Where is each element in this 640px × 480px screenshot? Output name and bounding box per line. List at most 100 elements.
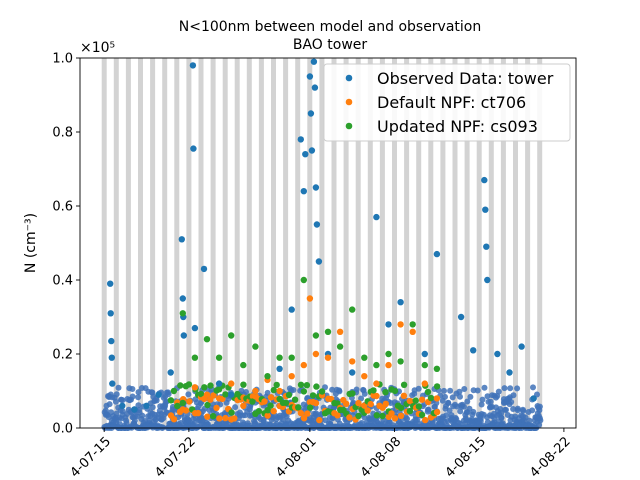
night-band: [513, 58, 518, 428]
observed-point: [119, 397, 126, 404]
updated-npf-point: [297, 381, 305, 388]
observed-point: [189, 62, 197, 69]
observed-point: [300, 188, 307, 195]
observed-point: [131, 417, 138, 424]
night-band: [283, 58, 289, 428]
observed-point: [311, 84, 319, 91]
updated-npf-point: [424, 388, 432, 396]
observed-point: [264, 389, 271, 396]
observed-point: [526, 417, 533, 424]
observed-point: [447, 387, 454, 394]
updated-npf-point: [204, 401, 211, 409]
observed-point: [479, 396, 486, 403]
default-npf-point: [228, 380, 235, 387]
default-npf-point: [355, 399, 362, 407]
y-tick-label: 0.0: [52, 422, 73, 437]
updated-npf-point: [412, 397, 419, 404]
updated-npf-point: [291, 396, 299, 403]
updated-npf-point: [249, 398, 256, 405]
updated-npf-point: [209, 412, 217, 420]
observed-point: [446, 407, 453, 414]
updated-npf-point: [373, 361, 380, 369]
default-npf-point: [349, 358, 356, 365]
y-tick-label: 0.8: [52, 126, 73, 141]
updated-npf-point: [285, 391, 293, 399]
legend-label-observed: Observed Data: tower: [377, 69, 554, 88]
night-band: [150, 58, 156, 428]
default-npf-point: [336, 328, 344, 335]
legend-label-updated: Updated NPF: cs093: [377, 117, 538, 136]
observed-point: [506, 369, 513, 376]
default-npf-point: [300, 415, 308, 422]
observed-point: [200, 265, 208, 273]
observed-point: [129, 386, 136, 392]
night-band: [174, 58, 180, 428]
updated-npf-point: [201, 384, 208, 391]
updated-npf-point: [433, 383, 441, 390]
night-band: [295, 58, 301, 428]
default-npf-point: [240, 402, 247, 409]
updated-npf-point: [382, 389, 389, 396]
default-npf-point: [215, 395, 223, 402]
default-npf-point: [170, 416, 178, 423]
updated-npf-point: [300, 388, 308, 395]
observed-point: [107, 310, 114, 317]
observed-point: [215, 380, 223, 387]
observed-point: [155, 391, 162, 398]
default-npf-point: [334, 412, 341, 419]
series-layer: [107, 58, 537, 413]
default-npf-point: [409, 328, 416, 335]
chart-title-line1: N<100nm between model and observation: [179, 19, 482, 35]
updated-npf-point: [282, 399, 290, 406]
default-npf-point: [261, 398, 268, 405]
updated-npf-point: [415, 403, 423, 410]
default-npf-point: [316, 416, 323, 424]
observed-point: [441, 387, 447, 394]
observed-point: [519, 406, 526, 413]
updated-npf-point: [324, 328, 332, 335]
observed-point: [456, 388, 463, 395]
observed-point: [498, 414, 505, 421]
night-band: [537, 58, 543, 428]
observed-point: [508, 399, 515, 405]
default-npf-point: [252, 387, 259, 395]
night-band: [113, 58, 119, 428]
updated-npf-point: [433, 365, 441, 372]
observed-point: [153, 397, 160, 404]
default-npf-point: [179, 406, 186, 413]
night-band: [404, 58, 410, 428]
observed-point: [135, 402, 142, 409]
observed-point: [306, 73, 314, 80]
observed-point: [185, 391, 192, 398]
observed-point: [495, 388, 502, 395]
night-band: [452, 58, 458, 428]
updated-npf-point: [309, 392, 317, 399]
observed-point: [503, 406, 509, 413]
observed-point: [474, 387, 481, 394]
default-npf-point: [373, 380, 380, 387]
updated-npf-point: [174, 402, 181, 410]
default-npf-point: [186, 398, 193, 405]
observed-point: [470, 347, 477, 354]
observed-point: [449, 394, 456, 401]
updated-npf-point: [228, 409, 235, 416]
updated-npf-point: [170, 387, 178, 395]
updated-npf-point: [385, 350, 392, 358]
updated-npf-point: [397, 404, 405, 412]
updated-npf-point: [270, 386, 277, 394]
observed-point: [442, 393, 448, 400]
night-band: [367, 58, 373, 428]
observed-point: [179, 295, 186, 302]
observed-point: [397, 299, 404, 306]
observed-point: [190, 145, 197, 152]
default-npf-point: [343, 400, 350, 407]
observed-point: [165, 389, 171, 396]
observed-point: [514, 407, 521, 414]
observed-point: [129, 393, 136, 400]
legend: Observed Data: tower Default NPF: ct706 …: [323, 63, 571, 142]
observed-point: [178, 236, 185, 243]
observed-point: [425, 406, 432, 413]
default-npf-point: [267, 394, 275, 401]
default-npf-point: [203, 391, 211, 398]
observed-point: [445, 400, 452, 407]
